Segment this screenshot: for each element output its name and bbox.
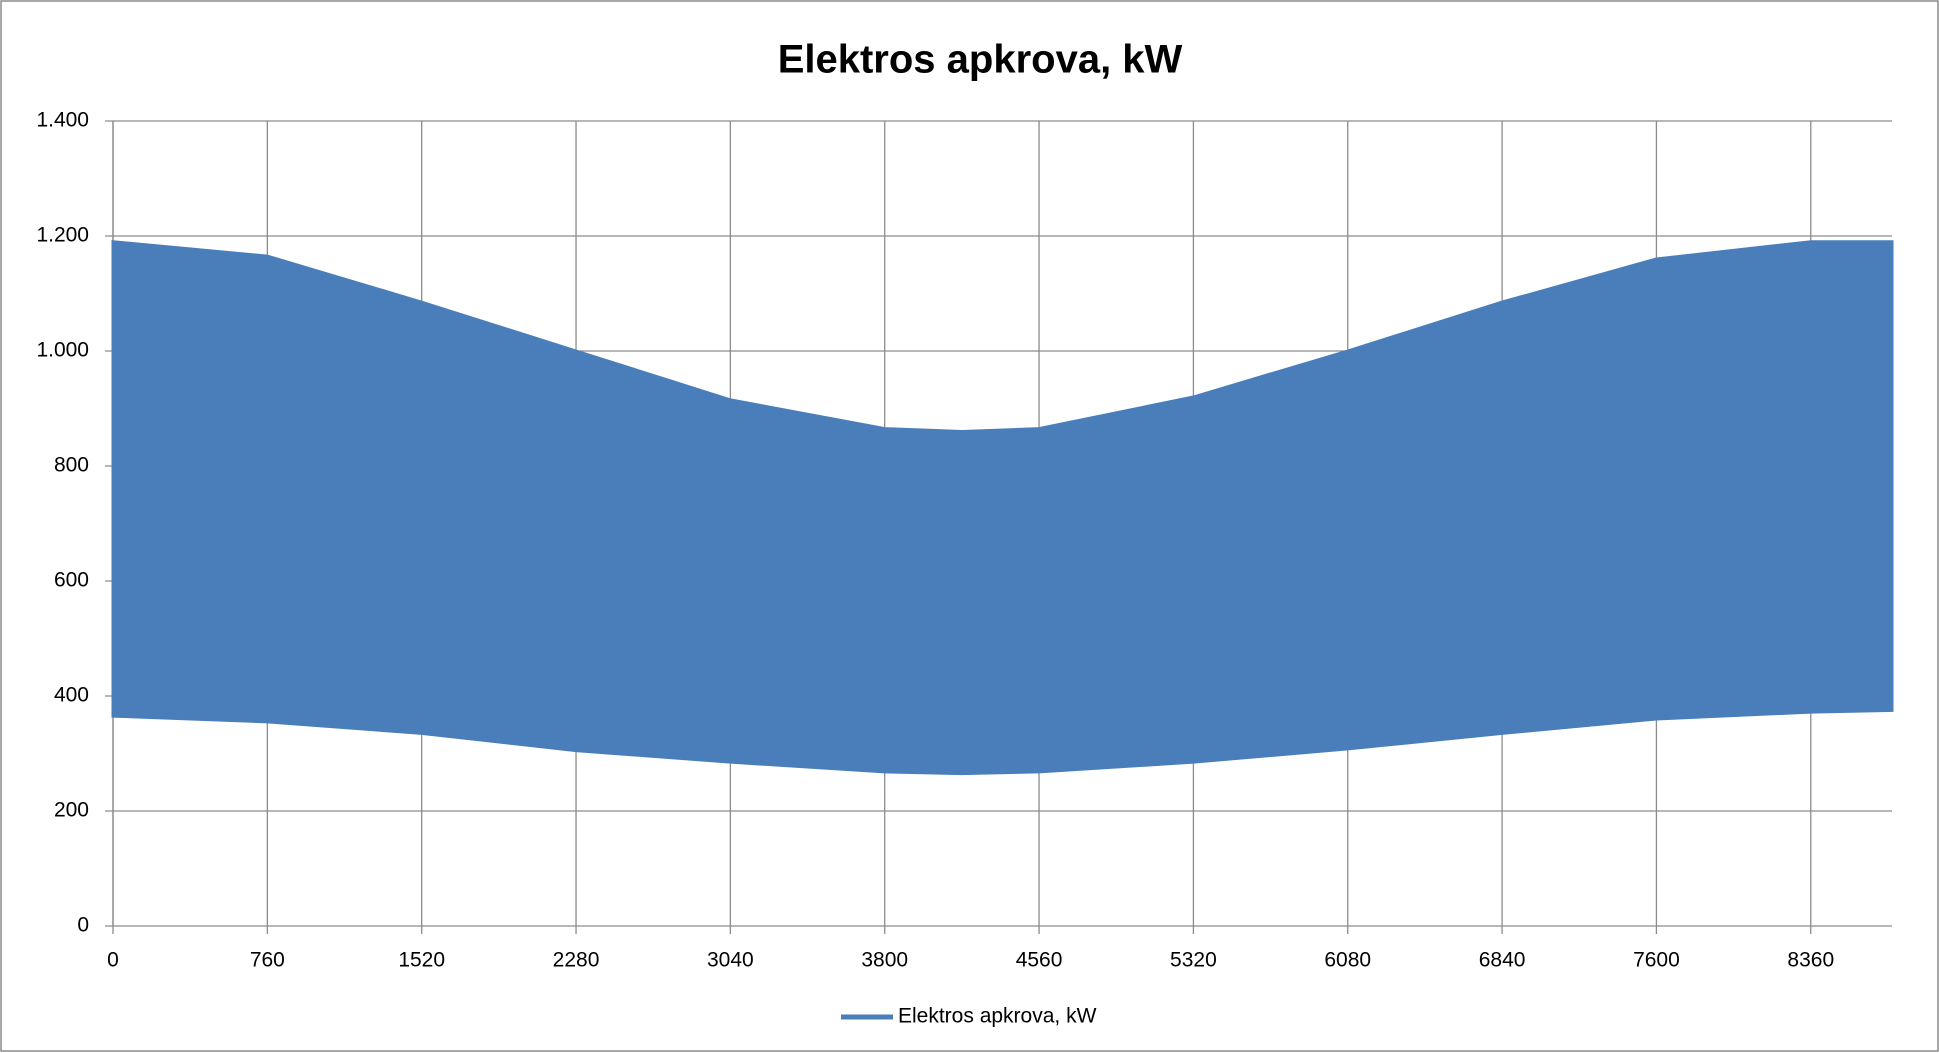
y-tick-label: 1.200	[36, 224, 89, 247]
load-band	[111, 240, 1894, 776]
chart-title: Elektros apkrova, kW	[778, 38, 1183, 82]
y-tick-label: 200	[54, 799, 89, 822]
x-tick-label: 1520	[398, 949, 445, 972]
x-tick-label: 3800	[861, 949, 908, 972]
y-tick-label: 600	[54, 569, 89, 592]
x-tick-label: 760	[250, 949, 285, 972]
x-tick-label: 6840	[1479, 949, 1526, 972]
x-tick-label: 4560	[1016, 949, 1063, 972]
x-tick-label: 3040	[707, 949, 754, 972]
x-tick-label: 8360	[1787, 949, 1834, 972]
y-tick-label: 0	[77, 914, 89, 937]
x-tick-label: 2280	[553, 949, 600, 972]
y-tick-label: 400	[54, 684, 89, 707]
legend-label: Elektros apkrova, kW	[898, 1005, 1097, 1028]
x-tick-label: 0	[107, 949, 119, 972]
x-tick-label: 7600	[1633, 949, 1680, 972]
x-tick-label: 6080	[1324, 949, 1371, 972]
x-tick-label: 5320	[1170, 949, 1217, 972]
y-tick-label: 800	[54, 454, 89, 477]
y-tick-label: 1.000	[36, 339, 89, 362]
y-tick-label: 1.400	[36, 109, 89, 132]
